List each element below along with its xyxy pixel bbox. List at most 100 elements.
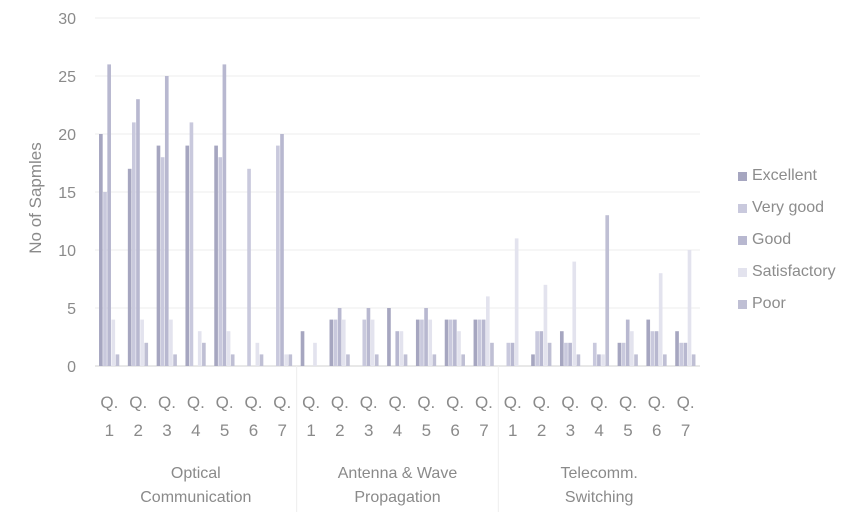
x-tick-label: 5 xyxy=(220,421,229,440)
x-tick-label: Q. xyxy=(360,393,378,412)
x-tick-label: Q. xyxy=(648,393,666,412)
x-tick-label: Q. xyxy=(590,393,608,412)
bar-satisfactory xyxy=(543,284,548,366)
bar-satisfactory xyxy=(313,342,317,366)
bar-satisfactory xyxy=(341,319,346,366)
x-tick-label: Q. xyxy=(389,393,407,412)
legend-swatch xyxy=(738,203,747,213)
bar-poor xyxy=(403,354,408,366)
y-tick-label: 25 xyxy=(58,69,76,86)
bar-good xyxy=(510,342,515,366)
chart-legend: Excellent Very good Good Satisfactory Poor xyxy=(738,160,863,320)
bar-very-good xyxy=(160,157,165,366)
bar-satisfactory xyxy=(601,354,605,366)
bar-poor xyxy=(576,354,581,366)
bar-good xyxy=(337,308,342,366)
x-tick-label: 7 xyxy=(479,421,488,440)
x-tick-label: Q. xyxy=(619,393,637,412)
bar-very-good xyxy=(333,319,338,366)
bar-excellent xyxy=(675,331,679,366)
x-group-label: Telecomm. xyxy=(560,465,637,482)
legend-swatch xyxy=(738,235,747,245)
y-tick-label: 20 xyxy=(58,127,76,144)
x-tick-label: 6 xyxy=(652,421,661,440)
bar-satisfactory xyxy=(572,261,577,366)
x-tick-label: 2 xyxy=(335,421,344,440)
legend-label: Satisfactory xyxy=(752,263,836,280)
bar-very-good xyxy=(420,319,424,366)
bar-poor xyxy=(173,354,177,366)
legend-swatch xyxy=(738,171,747,181)
legend-label: Good xyxy=(752,231,792,248)
legend-item: Very good xyxy=(738,192,863,224)
bar-good xyxy=(539,331,544,366)
x-tick-label: 7 xyxy=(278,421,287,440)
bar-satisfactory xyxy=(370,319,375,366)
bar-satisfactory xyxy=(428,319,433,366)
bar-satisfactory xyxy=(197,331,202,366)
bar-good xyxy=(597,354,601,366)
bar-good xyxy=(683,342,688,366)
y-tick-label: 5 xyxy=(67,301,76,318)
bar-poor xyxy=(202,342,206,366)
legend-item: Good xyxy=(738,224,863,256)
bar-very-good xyxy=(362,319,367,366)
bar-poor xyxy=(605,215,610,366)
bar-satisfactory xyxy=(226,331,231,366)
bar-good xyxy=(222,64,227,367)
bar-good xyxy=(107,64,111,367)
y-tick-label: 15 xyxy=(58,185,76,202)
bar-very-good xyxy=(506,342,511,366)
bar-very-good xyxy=(276,145,280,366)
bar-excellent xyxy=(646,319,651,366)
bar-excellent xyxy=(415,319,420,366)
bar-poor xyxy=(346,354,350,366)
x-tick-label: Q. xyxy=(187,393,205,412)
bar-poor xyxy=(432,354,437,366)
x-tick-label: 6 xyxy=(249,421,258,440)
bar-excellent xyxy=(156,145,161,366)
bar-excellent xyxy=(387,308,391,366)
bar-good xyxy=(280,134,284,366)
x-tick-label: 4 xyxy=(594,421,603,440)
bar-poor xyxy=(115,354,120,366)
grid-lines xyxy=(95,17,700,367)
bar-very-good xyxy=(592,342,597,366)
x-group-label: Antenna & Wave xyxy=(338,465,458,482)
legend-label: Poor xyxy=(752,295,786,312)
bar-good xyxy=(164,76,169,366)
x-group-label: Propagation xyxy=(354,489,440,506)
bar-very-good xyxy=(189,122,194,367)
legend-swatch xyxy=(738,267,747,277)
bar-satisfactory xyxy=(658,273,663,366)
bar-satisfactory xyxy=(514,238,519,366)
x-tick-label: 3 xyxy=(162,421,171,440)
bar-excellent xyxy=(99,134,103,366)
y-tick-label: 30 xyxy=(58,11,76,28)
x-tick-label: Q. xyxy=(244,393,262,412)
bar-good xyxy=(625,319,630,366)
bar-satisfactory xyxy=(111,319,116,366)
x-tick-label: Q. xyxy=(417,393,435,412)
bar-very-good xyxy=(477,319,482,366)
x-tick-label: Q. xyxy=(331,393,349,412)
bar-poor xyxy=(663,354,667,366)
legend-label: Excellent xyxy=(752,167,817,184)
bar-satisfactory xyxy=(284,354,288,366)
x-tick-label: 1 xyxy=(306,421,315,440)
x-tick-label: 3 xyxy=(364,421,373,440)
x-group-label: Communication xyxy=(140,489,251,506)
bar-poor xyxy=(259,354,264,366)
x-tick-label: 4 xyxy=(393,421,402,440)
bar-poor xyxy=(547,342,552,366)
bar-poor xyxy=(144,342,149,366)
bar-satisfactory xyxy=(687,250,692,366)
y-axis-label: No of Sapmles xyxy=(26,142,45,254)
bar-poor xyxy=(634,354,638,366)
x-group-label: Optical xyxy=(171,465,221,482)
x-tick-label: 3 xyxy=(566,421,575,440)
x-tick-label: 2 xyxy=(537,421,546,440)
x-tick-label: Q. xyxy=(158,393,176,412)
bar-excellent xyxy=(617,342,622,366)
